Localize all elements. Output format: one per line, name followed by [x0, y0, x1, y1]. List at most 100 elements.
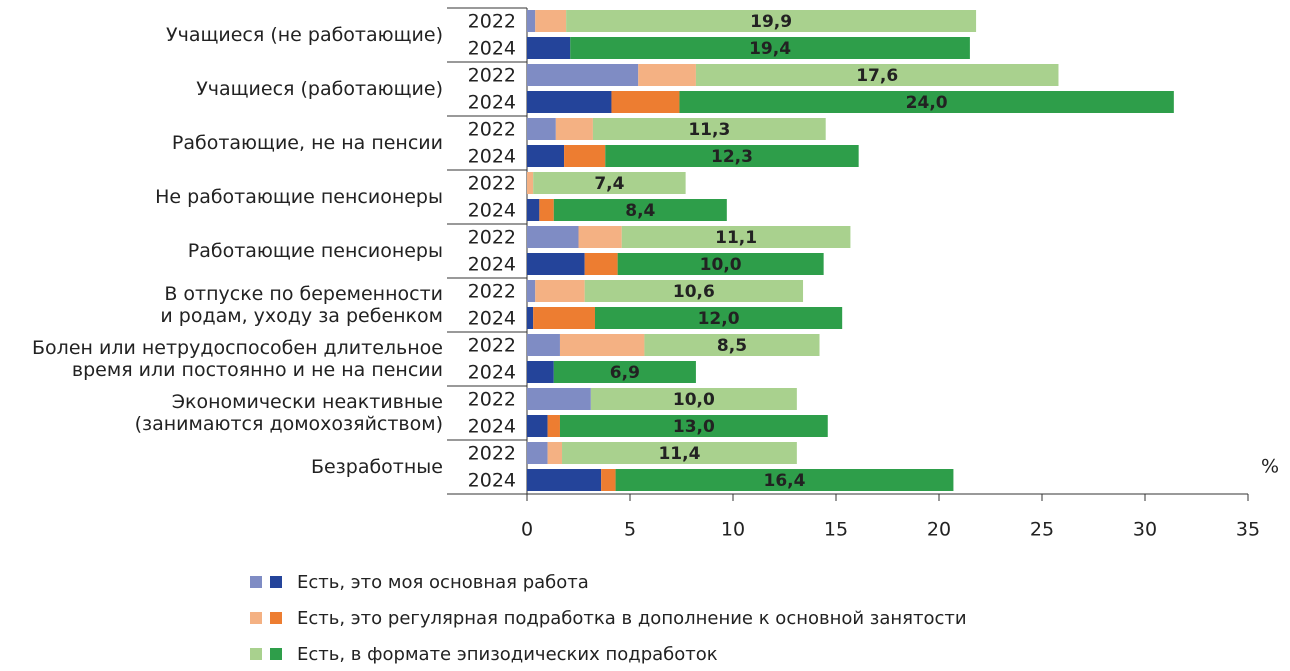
bar-segment — [553, 199, 727, 221]
year-label: 2024 — [468, 200, 516, 222]
bar-segment — [527, 37, 571, 59]
legend-label: Есть, это моя основная работа — [297, 572, 589, 593]
x-tick-label: 0 — [521, 519, 533, 541]
year-label: 2022 — [468, 173, 516, 195]
category-label: Учащиеся (не работающие) — [166, 24, 443, 46]
data-label: 19,4 — [749, 39, 791, 59]
bar-segment — [527, 10, 536, 32]
bar-segment — [527, 145, 565, 167]
data-label: 7,4 — [594, 174, 624, 194]
bar-segment — [527, 280, 536, 302]
bar-segment — [570, 37, 970, 59]
bar-segment — [527, 307, 534, 329]
x-unit: % — [1261, 456, 1279, 478]
category-label: Болен или нетрудоспособен длительное вре… — [32, 337, 443, 381]
bar-segment — [601, 469, 616, 491]
category-label: Учащиеся (работающие) — [196, 78, 443, 100]
bar-segment — [547, 415, 560, 437]
x-tick-label: 25 — [1030, 519, 1054, 541]
bar-segment — [533, 307, 595, 329]
bar-segment — [533, 172, 686, 194]
bar-segment — [527, 91, 612, 113]
bar-segment — [559, 334, 645, 356]
bar-segment — [547, 442, 563, 464]
year-label: 2022 — [468, 11, 516, 33]
category-label: В отпуске по беременности и родам, уходу… — [160, 283, 443, 327]
bar-segment — [594, 307, 843, 329]
data-label: 8,5 — [717, 336, 747, 356]
bar-segment — [527, 442, 548, 464]
year-label: 2024 — [468, 254, 516, 276]
bar-segment — [535, 280, 585, 302]
legend-swatch — [270, 576, 282, 588]
year-label: 2024 — [468, 146, 516, 168]
data-label: 10,0 — [700, 255, 742, 275]
year-label: 2022 — [468, 281, 516, 303]
bar-segment — [527, 226, 579, 248]
bar-segment — [584, 253, 618, 275]
data-label: 13,0 — [673, 417, 715, 437]
x-tick-label: 15 — [824, 519, 848, 541]
bar-segment — [527, 118, 556, 140]
data-label: 8,4 — [625, 201, 655, 221]
year-label: 2022 — [468, 443, 516, 465]
data-label: 11,1 — [715, 228, 757, 248]
legend-label: Есть, это регулярная подработка в дополн… — [297, 608, 967, 629]
data-label: 12,0 — [698, 309, 740, 329]
bar-segment — [605, 145, 859, 167]
data-label: 10,6 — [673, 282, 715, 302]
bar-segment — [527, 388, 591, 410]
category-label: Не работающие пенсионеры — [155, 186, 443, 208]
category-label: Экономически неактивные (занимаются домо… — [134, 391, 443, 435]
bar-segment — [553, 361, 696, 383]
bar-segment — [638, 64, 696, 86]
data-label: 17,6 — [856, 66, 898, 86]
legend-swatch — [270, 648, 282, 660]
year-label: 2024 — [468, 92, 516, 114]
bar-segment — [527, 64, 639, 86]
bar-segment — [584, 280, 804, 302]
bar-segment — [539, 199, 554, 221]
legend-swatch — [250, 648, 262, 660]
data-label: 16,4 — [764, 471, 806, 491]
x-tick-label: 30 — [1133, 519, 1157, 541]
x-tick-label: 20 — [927, 519, 951, 541]
year-label: 2022 — [468, 119, 516, 141]
legend-swatch — [270, 612, 282, 624]
bar-segment — [527, 361, 554, 383]
category-label: Работающие, не на пенсии — [171, 132, 443, 154]
year-label: 2024 — [468, 416, 516, 438]
bar-segment — [527, 469, 602, 491]
data-label: 24,0 — [906, 93, 948, 113]
bar-segment — [590, 388, 797, 410]
year-label: 2022 — [468, 335, 516, 357]
bar-segment — [527, 253, 585, 275]
x-tick-label: 10 — [721, 519, 745, 541]
year-label: 2022 — [468, 227, 516, 249]
bar-segment — [611, 91, 680, 113]
data-label: 19,9 — [750, 12, 792, 32]
bar-segment — [679, 91, 1174, 113]
bar-segment — [535, 10, 567, 32]
x-tick-label: 35 — [1236, 519, 1260, 541]
category-label: Безработные — [310, 456, 443, 478]
year-label: 2022 — [468, 389, 516, 411]
year-label: 2024 — [468, 308, 516, 330]
data-label: 10,0 — [673, 390, 715, 410]
bar-segment — [566, 10, 977, 32]
bar-segment — [621, 226, 851, 248]
year-label: 2024 — [468, 470, 516, 492]
data-label: 11,3 — [688, 120, 730, 140]
bar-segment — [527, 415, 548, 437]
data-label: 6,9 — [610, 363, 640, 383]
year-label: 2024 — [468, 38, 516, 60]
bar-segment — [564, 145, 606, 167]
bar-segment — [617, 253, 824, 275]
legend-swatch — [250, 576, 262, 588]
legend-label: Есть, в формате эпизодических подработок — [297, 644, 718, 665]
bar-segment — [695, 64, 1059, 86]
data-label: 12,3 — [711, 147, 753, 167]
bar-segment — [555, 118, 593, 140]
